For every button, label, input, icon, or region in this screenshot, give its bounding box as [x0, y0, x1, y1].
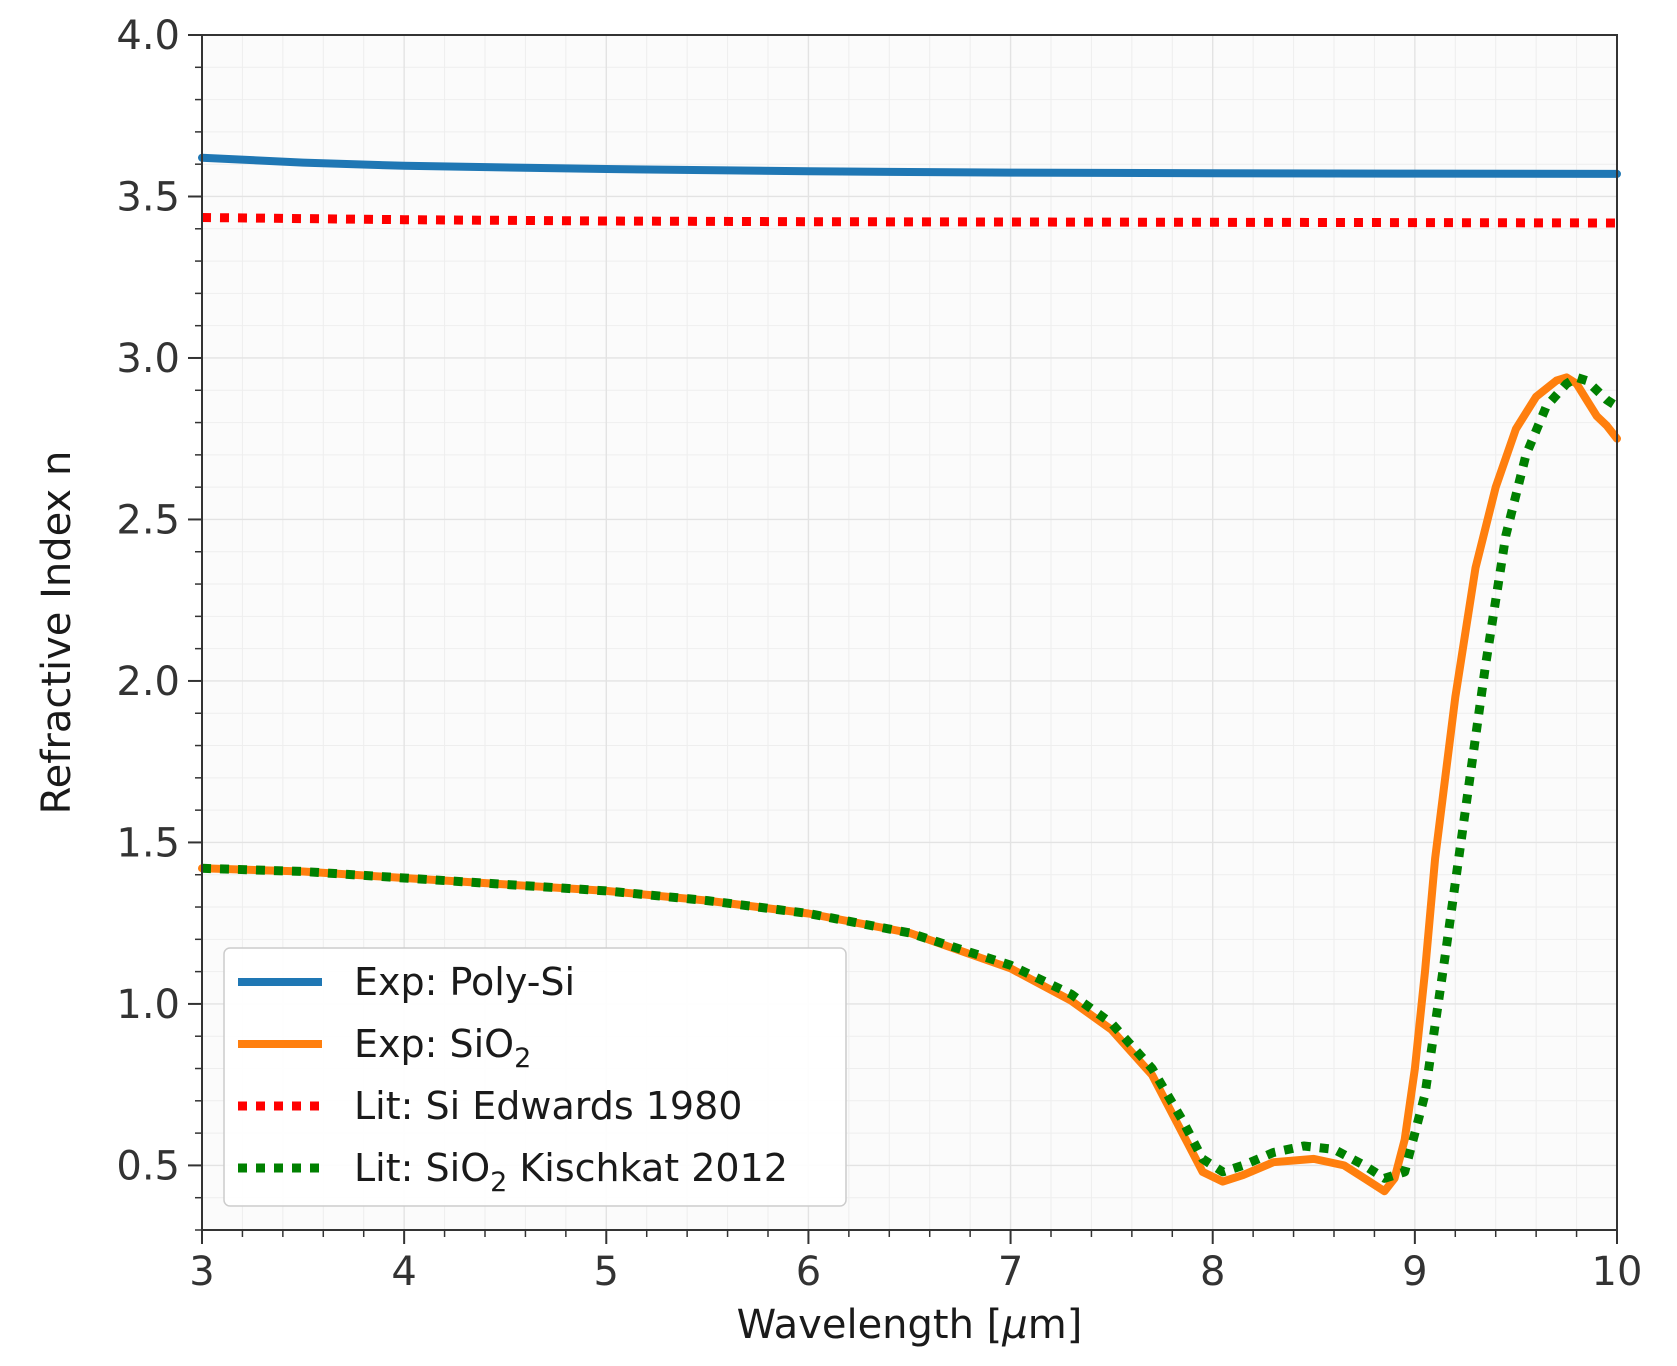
- x-tick-label: 7: [998, 1249, 1023, 1295]
- x-tick-label: 10: [1592, 1249, 1643, 1295]
- legend: Exp: Poly-Si Exp: SiO2​ Lit: Si Edwards 19…: [223, 947, 847, 1207]
- x-tick-label: 8: [1200, 1249, 1225, 1295]
- x-tick-label: 3: [189, 1249, 214, 1295]
- legend-label: Lit: Si Edwards 1980: [354, 1084, 742, 1128]
- legend-label: Exp: Poly-Si: [354, 960, 575, 1004]
- x-axis-label-part-1: Wavelength [: [737, 1302, 1003, 1348]
- x-tick-label: 4: [391, 1249, 416, 1295]
- legend-label-subscript: 2: [490, 1167, 507, 1198]
- y-tick-label: 2.0: [116, 659, 180, 705]
- series-line-exp-sio2: [198, 373, 1621, 1196]
- legend-label-main: Exp: Poly-Si: [354, 960, 575, 1004]
- tick-labels: 3 4 5 6 7 8 9 10 0.5 1.0 1.5 2.0 2.5 3.0 3.5 4.0: [116, 13, 1642, 1295]
- y-axis-label: Refractive Index n: [34, 451, 80, 815]
- legend-label-main: Lit: Si Edwards 1980: [354, 1084, 742, 1128]
- legend-label-main: Exp: SiO: [354, 1022, 514, 1066]
- y-tick-label: 3.0: [116, 336, 180, 382]
- legend-box: [223, 947, 847, 1207]
- series-layer: [198, 153, 1621, 1196]
- x-axis-label: Wavelength [μm]: [737, 1302, 1083, 1348]
- y-tick-label: 2.5: [116, 497, 180, 543]
- x-tick-label: 6: [796, 1249, 821, 1295]
- series-line-exp-poly-si: [198, 153, 1621, 178]
- y-tick-label: 0.5: [116, 1143, 180, 1189]
- legend-entries: Exp: Poly-Si Exp: SiO2​ Lit: Si Edwards 19…: [238, 960, 788, 1198]
- legend-label: Exp: SiO2​: [354, 1022, 531, 1074]
- legend-label-subscript: 2: [514, 1043, 531, 1074]
- y-tick-label: 3.5: [116, 174, 180, 220]
- x-axis-label-part-3: m]: [1028, 1302, 1083, 1348]
- series-line-lit-si-edwards-1980: [201, 213, 1618, 228]
- x-axis-label-mu: μ: [1001, 1302, 1027, 1348]
- legend-label-tail: Kischkat 2012: [507, 1146, 788, 1190]
- legend-label: Lit: SiO2 Kischkat 2012: [354, 1146, 788, 1198]
- x-tick-label: 9: [1402, 1249, 1427, 1295]
- axis-ticks: [188, 34, 1618, 1244]
- series-line-lit-sio2-kischkat-2012: [201, 372, 1620, 1183]
- y-tick-label: 1.5: [116, 820, 180, 866]
- y-tick-label: 4.0: [116, 13, 180, 59]
- y-tick-label: 1.0: [116, 982, 180, 1028]
- plot-frame: [201, 34, 1618, 1231]
- legend-label-main: Lit: SiO: [354, 1146, 490, 1190]
- x-tick-label: 5: [594, 1249, 619, 1295]
